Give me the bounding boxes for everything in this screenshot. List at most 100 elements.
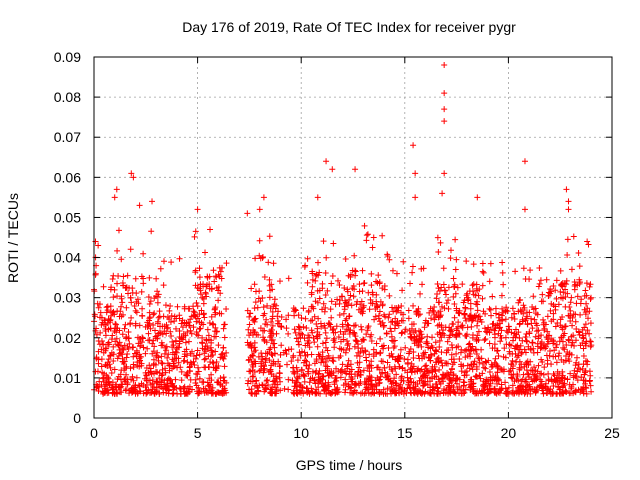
data-point [340,331,347,338]
data-point [149,377,156,384]
data-point [470,261,477,268]
data-point [513,344,520,351]
data-point [553,277,560,284]
data-point [541,364,548,371]
data-point [132,307,139,314]
data-point [415,312,422,319]
data-point [177,364,184,371]
data-point [322,329,329,336]
data-point [251,348,258,355]
data-point [109,275,116,282]
data-point [582,311,589,318]
data-point [200,300,207,307]
data-point [183,389,190,396]
data-point [516,388,523,395]
data-points [91,62,595,397]
data-point [417,339,424,346]
data-point [293,379,300,386]
data-point [521,346,528,353]
data-point [529,339,536,346]
data-point [424,333,431,340]
data-point [530,293,537,300]
data-point [158,359,165,366]
data-point [540,371,547,378]
y-tick-label: 0.03 [54,290,81,306]
data-point [131,303,138,310]
data-point [533,373,540,380]
data-point [296,326,303,333]
data-point [486,368,493,375]
data-point [178,377,185,384]
data-point [205,389,212,396]
data-point [152,368,159,375]
data-point [348,366,355,373]
data-point [301,263,308,270]
data-point [246,341,253,348]
data-point [146,300,153,307]
data-point [306,334,313,341]
data-point [143,365,150,372]
data-point [508,329,515,336]
data-point [359,345,366,352]
data-point [142,384,149,391]
data-point [369,385,376,392]
data-point [160,282,167,289]
data-point [316,269,323,276]
data-point [451,389,458,396]
data-point [107,325,114,332]
data-point [149,350,156,357]
data-point [95,360,102,367]
data-point [582,384,589,391]
data-point [392,389,399,396]
data-point [134,296,141,303]
data-point [567,307,574,314]
data-point [557,267,564,274]
data-point [386,292,393,299]
data-point [486,305,493,312]
data-point [267,344,274,351]
data-point [97,329,104,336]
data-point [187,350,194,357]
data-point [137,388,144,395]
data-point [365,390,372,397]
data-point [379,285,386,292]
data-point [135,382,142,389]
data-point [219,354,226,361]
data-point [516,366,523,373]
data-point [199,294,206,301]
data-point [145,330,152,337]
data-point [305,309,312,316]
data-point [436,378,443,385]
data-point [345,300,352,307]
data-point [207,344,214,351]
data-point [462,354,469,361]
data-point [320,238,327,245]
data-point [407,385,414,392]
data-point [561,346,568,353]
data-point [260,304,267,311]
data-point [419,355,426,362]
data-point [134,349,141,356]
data-point [494,369,501,376]
data-point [557,377,564,384]
data-point [199,345,206,352]
data-point [181,353,188,360]
data-point [312,369,319,376]
data-point [271,296,278,303]
data-point [486,340,493,347]
data-point [525,371,532,378]
data-point [558,334,565,341]
data-point [537,340,544,347]
data-point [309,283,316,290]
data-point [424,375,431,382]
data-point [364,324,371,331]
data-point [269,286,276,293]
data-point [448,341,455,348]
data-point [480,382,487,389]
data-point [463,317,470,324]
data-point [481,325,488,332]
data-point [575,249,582,256]
data-point [586,308,593,315]
data-point [340,382,347,389]
data-point [268,319,275,326]
